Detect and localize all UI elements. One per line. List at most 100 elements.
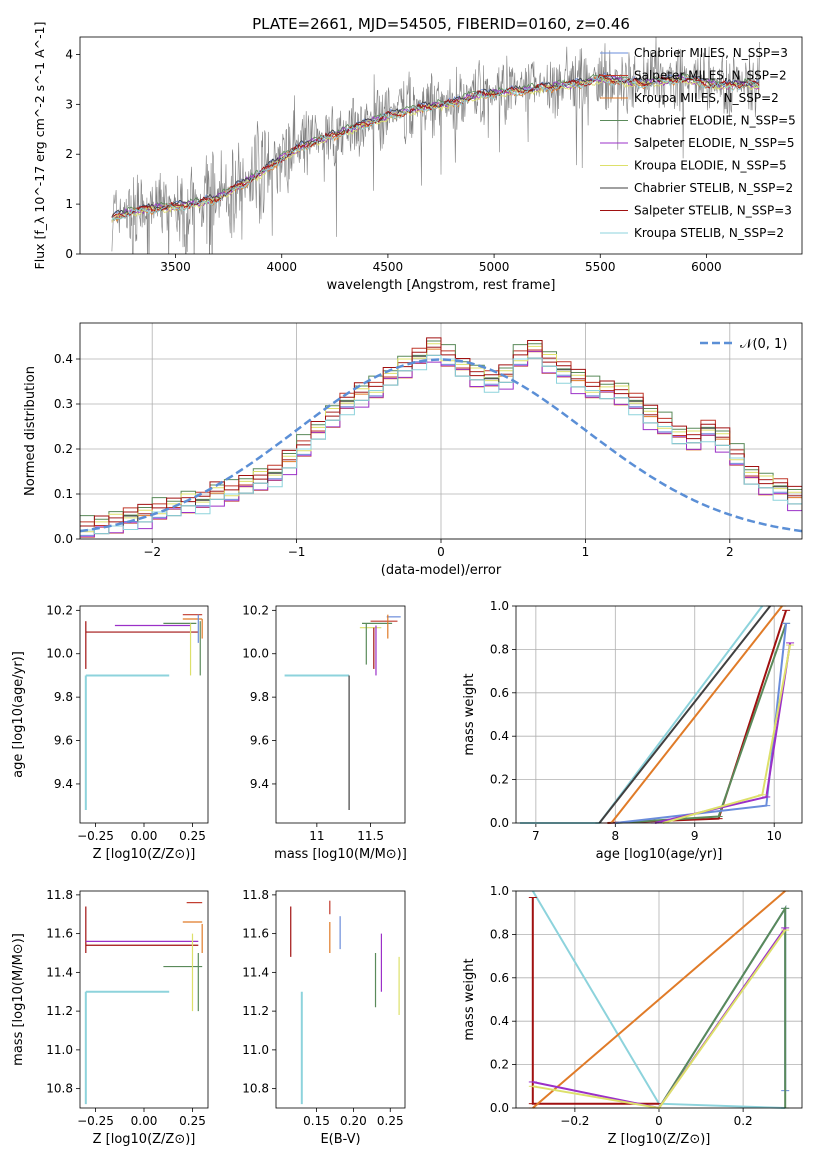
- y-tick-label: 11.8: [242, 888, 269, 902]
- legend-entry: Chabrier STELIB, N_SSP=2: [634, 181, 793, 195]
- y-tick-label: 11.0: [242, 1043, 269, 1057]
- x-tick-label: 11.5: [357, 829, 384, 843]
- y-tick-label: 0: [65, 247, 73, 261]
- model-spectrum-line: [111, 75, 760, 221]
- y-tick-label: 0.6: [490, 686, 509, 700]
- legend-entry: Kroupa ELODIE, N_SSP=5: [634, 159, 787, 173]
- x-tick-label: 4000: [266, 260, 297, 274]
- mass-ebv-x-label: E(B-V): [320, 1132, 360, 1147]
- age-metallicity-y-label: age [log10(age/yr)]: [11, 651, 26, 778]
- legend-entry: Salpeter ELODIE, N_SSP=5: [634, 136, 795, 150]
- x-tick-label: 0.25: [377, 1114, 404, 1128]
- x-tick-label: 5000: [479, 260, 510, 274]
- age-metallicity-frame: [79, 605, 209, 824]
- y-tick-label: 9.8: [250, 690, 269, 704]
- mass-metallicity-y-label: mass [log10(M/M⊙)]: [11, 933, 26, 1066]
- x-tick-label: 4500: [373, 260, 404, 274]
- x-tick-label: 5500: [585, 260, 616, 274]
- y-tick-label: 10.2: [242, 603, 269, 617]
- y-tick-label: 9.4: [54, 777, 73, 791]
- x-tick-label: 0.00: [131, 1114, 158, 1128]
- x-tick-label: −0.2: [560, 1114, 589, 1128]
- mass-weight-line: [658, 904, 787, 1109]
- y-tick-label: 0.0: [490, 1101, 509, 1115]
- x-tick-label: 0.00: [131, 829, 158, 843]
- y-tick-label: 11.8: [46, 888, 73, 902]
- residual-histogram: [80, 350, 802, 539]
- y-tick-label: 1: [65, 197, 73, 211]
- y-tick-label: 9.4: [250, 777, 269, 791]
- y-tick-label: 1.0: [490, 599, 509, 613]
- spectrum-y-label: Flux [f_λ 10^-17 erg cm^-2 s^-1 A^-1]: [32, 22, 47, 270]
- legend: Chabrier MILES, N_SSP=3 Salpeter MILES, N…: [600, 46, 796, 240]
- age-mass-frame: [275, 605, 406, 824]
- legend-entry: Salpeter MILES, N_SSP=2: [634, 69, 787, 83]
- x-tick-label: −1: [288, 545, 306, 559]
- y-tick-label: 0.2: [54, 442, 73, 456]
- y-tick-label: 0.3: [54, 397, 73, 411]
- y-tick-label: 11.4: [242, 965, 269, 979]
- gaussian-curve: [80, 358, 802, 533]
- spectrum-axes: 3500 4000 4500 5000 5500 6000 0 1 2 3 4: [65, 47, 721, 274]
- mass-weight-line: [610, 605, 783, 824]
- residual-histogram: [80, 340, 802, 539]
- y-tick-label: 10.8: [242, 1082, 269, 1096]
- y-tick-label: 0.8: [490, 642, 509, 656]
- mass-weight-line: [615, 623, 788, 824]
- x-tick-label: 8: [611, 829, 619, 843]
- mass-weight-line: [532, 890, 786, 1109]
- model-spectrum-line: [111, 74, 760, 223]
- massweight-age-axes: 7 8 9 10 0.0 0.2 0.4 0.6 0.8 1.0: [490, 599, 802, 843]
- massweight-metallicity-frame: [515, 890, 803, 1109]
- massweight-age-x-label: age [log10(age/yr)]: [596, 847, 723, 862]
- residuals-axes: −2 −1 0 1 2 0.0 0.1 0.2 0.3 0.4: [54, 323, 802, 559]
- residual-histogram: [80, 354, 802, 539]
- y-tick-label: 0.2: [490, 1058, 509, 1072]
- y-tick-label: 0.4: [490, 1014, 509, 1028]
- mass-weight-line: [520, 605, 764, 824]
- mass-metallicity-x-label: Z [log10(Z/Z⊙)]: [93, 1132, 196, 1147]
- y-tick-label: 3: [65, 97, 73, 111]
- age-metallicity-axes: −0.25 0.00 0.25 9.4 9.6 9.8 10.0 10.2: [46, 603, 206, 843]
- chart-title: PLATE=2661, MJD=54505, FIBERID=0160, z=0…: [252, 15, 630, 33]
- residual-histogram: [80, 346, 802, 539]
- age-mass-axes: 11 11.5 9.4 9.6 9.8 10.0 10.2: [242, 603, 384, 843]
- massweight-age-y-label: mass weight: [462, 673, 477, 755]
- x-tick-label: −2: [143, 545, 161, 559]
- residuals-y-label: Normed distribution: [23, 366, 38, 496]
- y-tick-label: 0.0: [54, 532, 73, 546]
- residual-histogram: [80, 348, 802, 539]
- x-tick-label: 0: [437, 545, 445, 559]
- x-tick-label: 11: [309, 829, 324, 843]
- legend-entry: Salpeter STELIB, N_SSP=3: [634, 204, 792, 218]
- legend-entry: Chabrier MILES, N_SSP=3: [634, 46, 788, 60]
- legend-entry: Kroupa STELIB, N_SSP=2: [634, 226, 784, 240]
- x-tick-label: 0.25: [179, 1114, 206, 1128]
- y-tick-label: 9.6: [54, 734, 73, 748]
- y-tick-label: 2: [65, 147, 73, 161]
- y-tick-label: 0.4: [54, 352, 73, 366]
- y-tick-label: 0.8: [490, 927, 509, 941]
- model-spectrum-line: [111, 73, 760, 218]
- y-tick-label: 11.0: [46, 1043, 73, 1057]
- x-tick-label: −0.25: [77, 829, 114, 843]
- x-tick-label: 9: [691, 829, 699, 843]
- massweight-metallicity-x-label: Z [log10(Z/Z⊙)]: [608, 1132, 711, 1147]
- y-tick-label: 10.8: [46, 1082, 73, 1096]
- mass-weight-line: [615, 623, 788, 824]
- spectrum-frame: [79, 36, 803, 255]
- x-tick-label: −0.25: [77, 1114, 114, 1128]
- x-tick-label: 7: [532, 829, 540, 843]
- x-tick-label: 0.20: [340, 1114, 367, 1128]
- y-tick-label: 0.0: [490, 816, 509, 830]
- residual-histogram: [80, 346, 802, 539]
- x-tick-label: 1: [582, 545, 590, 559]
- spectrum-x-label: wavelength [Angstrom, rest frame]: [327, 278, 556, 293]
- x-tick-label: 6000: [691, 260, 722, 274]
- legend-entry: Chabrier ELODIE, N_SSP=5: [634, 114, 796, 128]
- age-mass-x-label: mass [log10(M/M⊙)]: [274, 847, 407, 862]
- residual-histogram: [80, 354, 802, 539]
- y-tick-label: 11.6: [242, 927, 269, 941]
- x-tick-label: 0.15: [303, 1114, 330, 1128]
